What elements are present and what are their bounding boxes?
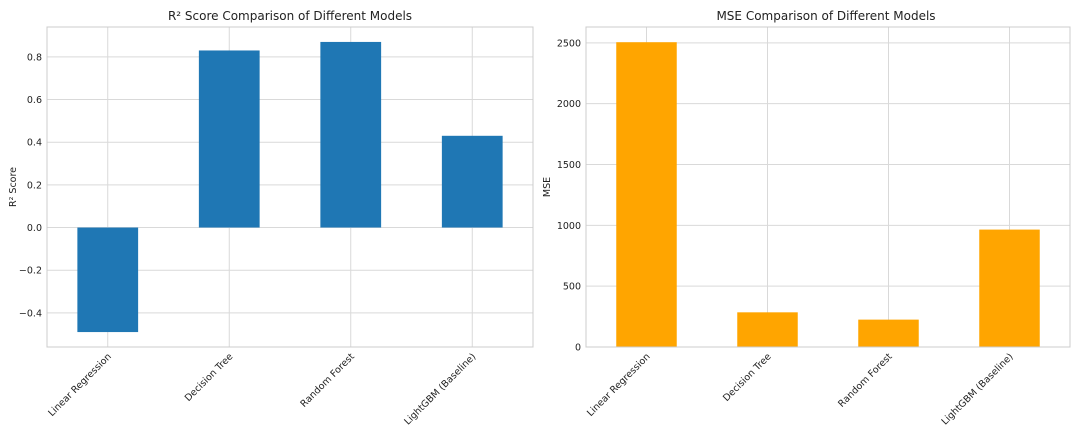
- mse-chart: MSE Comparison of Different Models MSE 0…: [542, 9, 1071, 427]
- chart-title: R² Score Comparison of Different Models: [168, 9, 412, 23]
- bar: [77, 227, 139, 333]
- bar: [858, 319, 919, 347]
- y-tick-label: 500: [563, 282, 581, 293]
- y-axis-label: R² Score: [8, 167, 19, 207]
- x-tick-label: Decision Tree: [183, 351, 236, 404]
- y-tick-label: 0: [575, 343, 581, 354]
- x-tick-label: LightGBM (Baseline): [940, 351, 1016, 427]
- y-tick-label: 0.4: [27, 138, 42, 149]
- x-tick-label: Decision Tree: [721, 351, 774, 404]
- bar: [737, 312, 798, 347]
- y-tick-label: 0.8: [27, 52, 42, 63]
- x-tick-label: Random Forest: [299, 351, 358, 410]
- y-tick-label: 0.2: [27, 180, 42, 191]
- y-tick-label: 2000: [557, 99, 581, 110]
- y-tick-label: 1000: [557, 221, 581, 232]
- chart-title: MSE Comparison of Different Models: [716, 9, 935, 23]
- y-tick-label: 1500: [557, 160, 581, 171]
- x-tick-label: Random Forest: [836, 351, 895, 410]
- bar: [616, 42, 677, 347]
- bar: [441, 135, 503, 228]
- bar: [320, 41, 382, 228]
- bar: [979, 229, 1040, 347]
- x-tick-label: LightGBM (Baseline): [402, 351, 478, 427]
- y-tick-label: 2500: [557, 38, 581, 49]
- bar: [198, 50, 260, 228]
- r2-score-chart: R² Score Comparison of Different Models …: [8, 9, 534, 427]
- y-tick-label: 0.0: [27, 223, 42, 234]
- plot-frame: [46, 26, 534, 348]
- y-tick-label: 0.6: [27, 95, 42, 106]
- y-tick-label: −0.2: [19, 266, 42, 277]
- x-tick-label: Linear Regression: [46, 351, 114, 419]
- plot-frame: [585, 26, 1071, 348]
- y-axis-label: MSE: [542, 177, 553, 197]
- y-tick-label: −0.4: [19, 308, 42, 319]
- x-tick-label: Linear Regression: [585, 351, 653, 419]
